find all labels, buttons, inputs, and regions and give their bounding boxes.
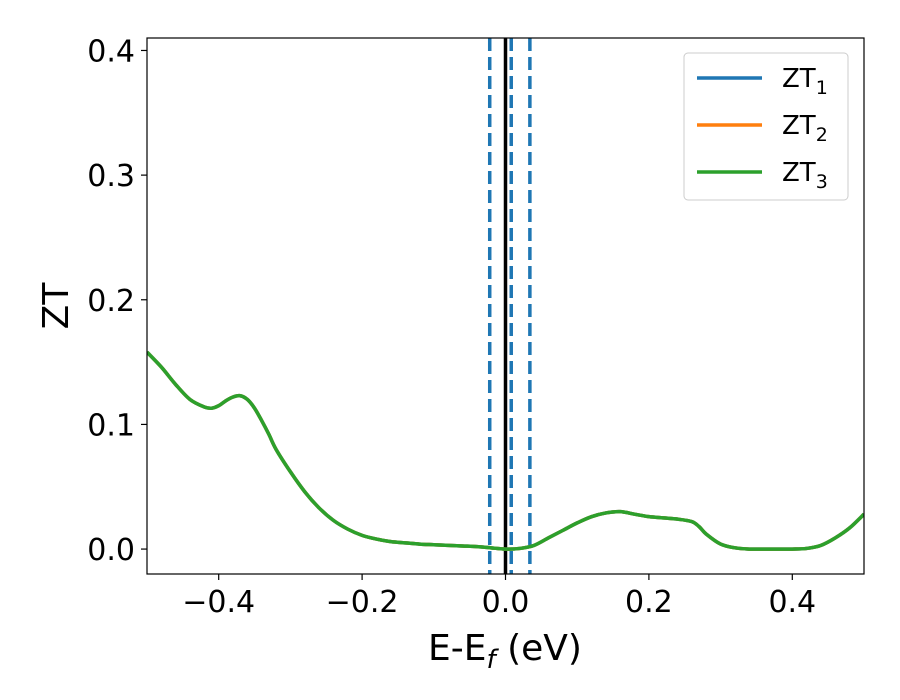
y-tick-label: 0.4 <box>87 34 135 69</box>
x-axis-ticks: −0.4 −0.2 0.0 0.2 0.4 <box>182 574 816 620</box>
x-axis-title-main: E-E <box>428 628 486 669</box>
y-tick-label: 0.3 <box>87 159 135 194</box>
x-axis-title: E-Ef (eV) <box>428 628 582 675</box>
x-tick-label: −0.2 <box>326 585 399 620</box>
legend-label-sub: 2 <box>816 124 828 146</box>
x-axis-title-unit: (eV) <box>496 628 582 669</box>
x-tick-label: −0.4 <box>182 585 255 620</box>
legend-label-main: ZT <box>782 111 816 141</box>
legend-label-main: ZT <box>782 158 816 188</box>
series-line-zt3 <box>147 350 864 551</box>
y-tick-label: 0.0 <box>87 533 135 568</box>
y-tick-label: 0.2 <box>87 284 135 319</box>
series-lines <box>147 350 864 551</box>
legend-box <box>683 52 849 201</box>
x-tick-label: 0.2 <box>625 585 673 620</box>
legend-label-zt3: ZT3 <box>782 158 828 193</box>
legend-label-zt1: ZT1 <box>782 64 828 99</box>
x-tick-label: 0.0 <box>482 585 530 620</box>
legend-label-sub: 1 <box>816 77 828 99</box>
legend-label-main: ZT <box>782 64 816 94</box>
vertical-reference-lines <box>487 38 532 574</box>
y-axis-title: ZT <box>36 282 77 330</box>
y-axis-ticks: 0.0 0.1 0.2 0.3 0.4 <box>87 34 147 568</box>
legend-label-sub: 3 <box>816 171 828 193</box>
legend-label-zt2: ZT2 <box>782 111 828 146</box>
y-tick-label: 0.1 <box>87 408 135 443</box>
x-tick-label: 0.4 <box>768 585 816 620</box>
